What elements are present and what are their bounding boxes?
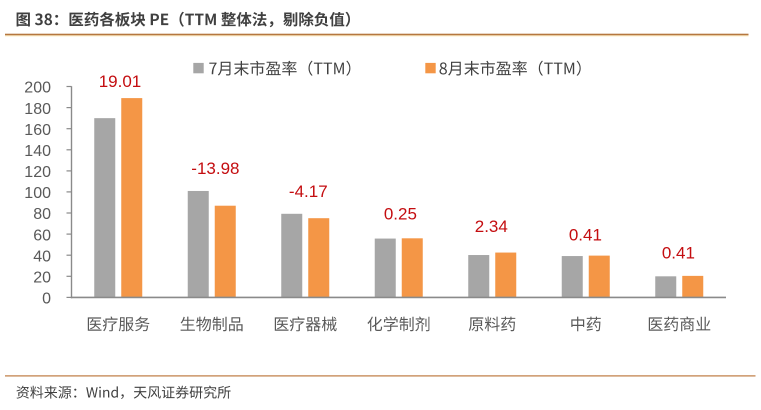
- svg-text:0.41: 0.41: [662, 244, 695, 263]
- svg-text:120: 120: [24, 164, 51, 181]
- svg-text:60: 60: [33, 227, 51, 244]
- svg-text:80: 80: [33, 206, 51, 223]
- svg-text:140: 140: [24, 143, 51, 160]
- svg-text:0.25: 0.25: [384, 205, 417, 224]
- svg-text:19.01: 19.01: [99, 72, 142, 91]
- svg-text:-13.98: -13.98: [191, 159, 239, 178]
- svg-text:2.34: 2.34: [475, 217, 508, 236]
- svg-text:200: 200: [24, 80, 51, 97]
- svg-text:180: 180: [24, 101, 51, 118]
- svg-text:-4.17: -4.17: [289, 182, 328, 201]
- svg-text:160: 160: [24, 122, 51, 139]
- svg-text:20: 20: [33, 270, 51, 287]
- svg-text:40: 40: [33, 248, 51, 265]
- svg-text:100: 100: [24, 185, 51, 202]
- svg-text:0.41: 0.41: [569, 225, 602, 244]
- svg-text:0: 0: [42, 291, 51, 308]
